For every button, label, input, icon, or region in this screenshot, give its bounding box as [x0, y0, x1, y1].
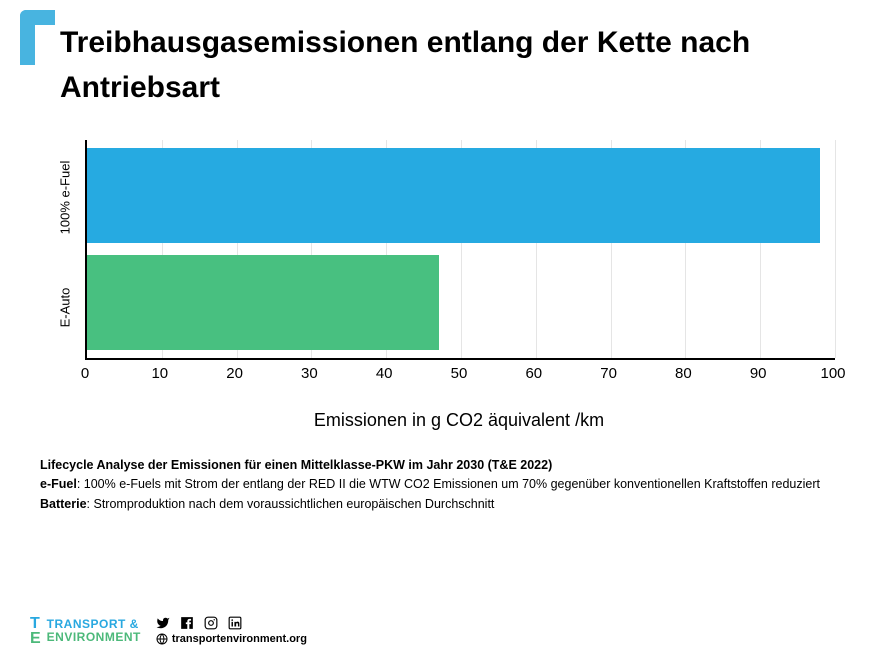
x-tick: 100 [820, 365, 845, 382]
x-tick: 70 [600, 365, 617, 382]
x-tick: 50 [451, 365, 468, 382]
y-axis-labels: 100% e-Fuel E-Auto [40, 140, 85, 360]
grid-line [835, 140, 836, 358]
plot-area [85, 140, 835, 360]
url-text: transportenvironment.org [172, 633, 307, 645]
x-tick: 30 [301, 365, 318, 382]
chart-title: Treibhausgasemissionen entlang der Kette… [30, 20, 843, 110]
note-batterie-label: Batterie [40, 497, 87, 511]
website-url[interactable]: transportenvironment.org [156, 633, 307, 645]
x-tick: 10 [151, 365, 168, 382]
y-label-eauto: E-Auto [58, 278, 73, 338]
x-tick: 90 [750, 365, 767, 382]
logo-mark: T E [30, 616, 41, 646]
bar-chart: 100% e-Fuel E-Auto 0 10 20 30 40 50 60 70 80 90 10… [40, 140, 840, 400]
logo-wordmark: TRANSPORT & ENVIRONMENT [47, 618, 141, 644]
twitter-icon[interactable] [156, 616, 170, 630]
title-area: Treibhausgasemissionen entlang der Kette… [30, 20, 843, 110]
x-tick: 0 [81, 365, 89, 382]
social-icons-row [156, 616, 307, 630]
bar-e-auto [87, 255, 439, 350]
logo-line2: ENVIRONMENT [47, 631, 141, 644]
te-logo: T E TRANSPORT & ENVIRONMENT [30, 616, 141, 646]
social-block: transportenvironment.org [156, 616, 307, 645]
facebook-icon[interactable] [180, 616, 194, 630]
logo-e: E [30, 631, 41, 646]
x-tick: 60 [525, 365, 542, 382]
note-batterie-text: : Stromproduktion nach dem voraussichtli… [87, 497, 495, 511]
note-efuel-text: : 100% e-Fuels mit Strom der entlang der… [77, 477, 820, 491]
note-line1: Lifecycle Analyse der Emissionen für ein… [40, 458, 552, 472]
instagram-icon[interactable] [204, 616, 218, 630]
bar-100%-e-fuel [87, 148, 820, 243]
x-axis-label: Emissionen in g CO2 äquivalent /km [75, 410, 843, 431]
title-bracket-decoration [20, 10, 55, 65]
logo-t: T [30, 616, 41, 631]
x-tick: 40 [376, 365, 393, 382]
chart-notes: Lifecycle Analyse der Emissionen für ein… [40, 456, 843, 514]
footer: T E TRANSPORT & ENVIRONMENT transportenv… [30, 616, 307, 646]
note-efuel-label: e-Fuel [40, 477, 77, 491]
logo-line1: TRANSPORT & [47, 618, 141, 631]
y-label-efuel: 100% e-Fuel [58, 158, 73, 238]
globe-icon [156, 633, 168, 645]
linkedin-icon[interactable] [228, 616, 242, 630]
x-tick: 20 [226, 365, 243, 382]
x-tick: 80 [675, 365, 692, 382]
